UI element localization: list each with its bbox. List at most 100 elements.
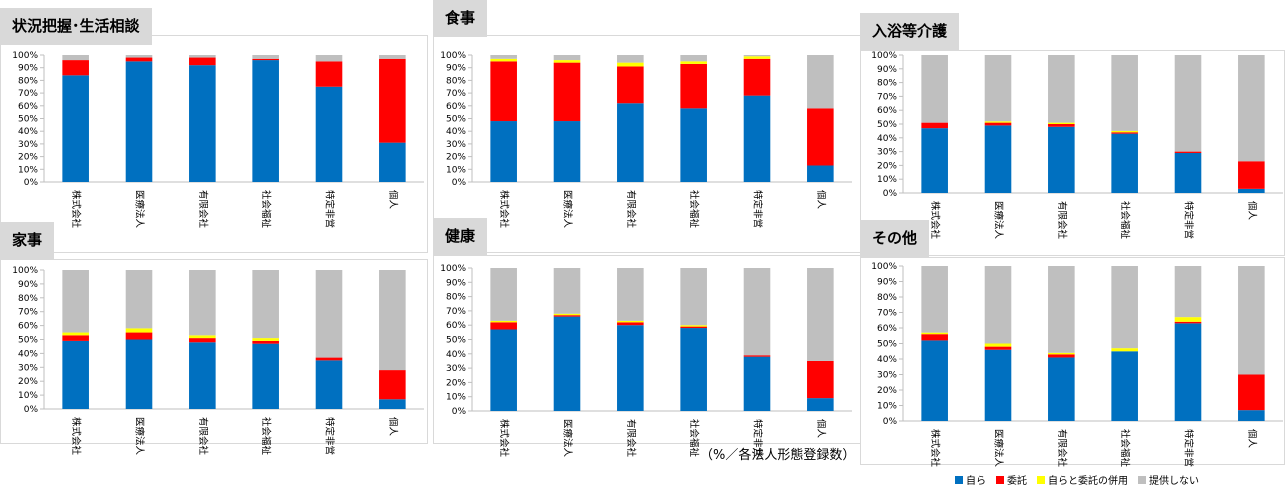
- bar-segment-none: [315, 55, 343, 62]
- legend-label-none: 提供しない: [1149, 476, 1199, 487]
- bar-segment-outsourced: [315, 61, 343, 87]
- x-tick-label: 特定非営: [324, 417, 336, 455]
- bar-segment-outsourced: [743, 58, 771, 96]
- bar-segment-none: [984, 55, 1012, 122]
- y-tick-label: 30%: [446, 140, 466, 150]
- bar-segment-outsourced: [1238, 161, 1265, 189]
- bar-segment-self: [807, 398, 834, 411]
- chart-frame: [0, 35, 428, 253]
- bar-segment-self: [921, 340, 948, 421]
- bar-segment-none: [252, 270, 279, 339]
- bar-segment-none: [1238, 55, 1265, 162]
- x-tick-label: 個人: [1246, 201, 1258, 221]
- x-tick-label: 有限会社: [197, 190, 209, 229]
- bar-segment-both: [1048, 122, 1075, 124]
- y-tick-label: 50%: [446, 115, 466, 125]
- y-tick-label: 80%: [18, 294, 38, 304]
- bar-segment-both: [921, 332, 948, 335]
- bar-segment-self: [490, 329, 517, 411]
- bar-segment-none: [490, 55, 517, 59]
- x-tick-label: 有限会社: [625, 190, 637, 229]
- bar-segment-self: [1238, 188, 1265, 193]
- x-tick-label: 社会福祉: [1119, 429, 1131, 468]
- x-tick-label: 特定非営: [752, 419, 764, 457]
- bar-segment-self: [921, 128, 948, 193]
- bar-segment-both: [1174, 317, 1202, 322]
- bar-segment-none: [1174, 266, 1202, 318]
- bar-segment-both: [1111, 130, 1138, 133]
- bar-segment-none: [553, 55, 581, 61]
- y-tick-label: 10%: [18, 165, 38, 175]
- x-tick-label: 株式会社: [498, 419, 510, 458]
- bar-segment-outsourced: [1174, 321, 1202, 324]
- bar-segment-outsourced: [921, 122, 948, 129]
- chart-title-4: 健康: [433, 218, 488, 255]
- y-tick-label: 20%: [446, 378, 466, 388]
- bar-segment-self: [1111, 351, 1138, 421]
- bar-segment-none: [921, 55, 948, 123]
- bar-segment-self: [315, 360, 343, 409]
- y-tick-label: 100%: [12, 266, 38, 276]
- bar-segment-self: [125, 339, 153, 409]
- bar-segment-none: [379, 55, 406, 59]
- bar-segment-both: [617, 320, 644, 323]
- bar-segment-self: [62, 340, 89, 409]
- y-tick-label: 0%: [24, 178, 39, 188]
- y-tick-label: 50%: [18, 115, 38, 125]
- y-tick-label: 80%: [18, 76, 38, 86]
- bar-segment-self: [743, 95, 771, 182]
- bar-segment-outsourced: [984, 346, 1012, 350]
- y-tick-label: 70%: [18, 89, 38, 99]
- y-tick-label: 70%: [877, 92, 897, 102]
- chart-title-1: 食事: [433, 0, 488, 37]
- x-tick-label: 株式会社: [70, 417, 82, 456]
- y-tick-label: 90%: [18, 280, 38, 290]
- bar-segment-self: [1174, 323, 1202, 421]
- y-tick-label: 100%: [12, 51, 38, 61]
- bar-segment-outsourced: [680, 326, 707, 329]
- bar-segment-both: [62, 332, 89, 336]
- y-tick-label: 10%: [18, 391, 38, 401]
- y-tick-label: 0%: [24, 405, 39, 415]
- bar-segment-self: [379, 399, 406, 409]
- bar-segment-none: [490, 268, 517, 321]
- y-tick-label: 40%: [877, 134, 897, 144]
- y-tick-label: 60%: [446, 102, 466, 112]
- x-tick-label: 特定非営: [1183, 201, 1195, 239]
- bar-segment-none: [921, 266, 948, 333]
- y-tick-label: 40%: [446, 350, 466, 360]
- bar-segment-outsourced: [553, 62, 581, 122]
- bar-segment-none: [1111, 266, 1138, 349]
- x-tick-label: 医療法人: [562, 190, 574, 229]
- bar-segment-none: [252, 55, 279, 59]
- y-tick-label: 30%: [877, 371, 897, 381]
- bar-segment-self: [553, 316, 581, 411]
- bar-segment-none: [1048, 266, 1075, 353]
- bar-segment-outsourced: [189, 338, 216, 343]
- x-tick-label: 特定非営: [752, 190, 764, 228]
- chart-title-2: 入浴等介護: [860, 13, 960, 50]
- bar-segment-outsourced: [490, 61, 517, 122]
- bar-segment-outsourced: [315, 357, 343, 361]
- bar-segment-outsourced: [921, 334, 948, 341]
- y-tick-label: 100%: [871, 262, 897, 272]
- x-tick-label: 社会福祉: [688, 190, 700, 229]
- bar-segment-outsourced: [252, 58, 279, 61]
- bar-segment-both: [1111, 348, 1138, 352]
- y-tick-label: 20%: [877, 386, 897, 396]
- x-tick-label: 個人: [387, 190, 399, 210]
- y-tick-label: 70%: [446, 307, 466, 317]
- bar-segment-outsourced: [553, 315, 581, 317]
- x-tick-label: 個人: [1246, 429, 1258, 449]
- y-tick-label: 90%: [877, 65, 897, 75]
- bar-segment-outsourced: [125, 332, 153, 340]
- bar-segment-both: [252, 338, 279, 341]
- y-tick-label: 10%: [446, 165, 466, 175]
- bar-segment-self: [1111, 133, 1138, 193]
- x-tick-label: 有限会社: [1056, 201, 1068, 240]
- y-tick-label: 50%: [446, 336, 466, 346]
- bar-segment-self: [1048, 126, 1075, 193]
- bar-segment-both: [490, 320, 517, 323]
